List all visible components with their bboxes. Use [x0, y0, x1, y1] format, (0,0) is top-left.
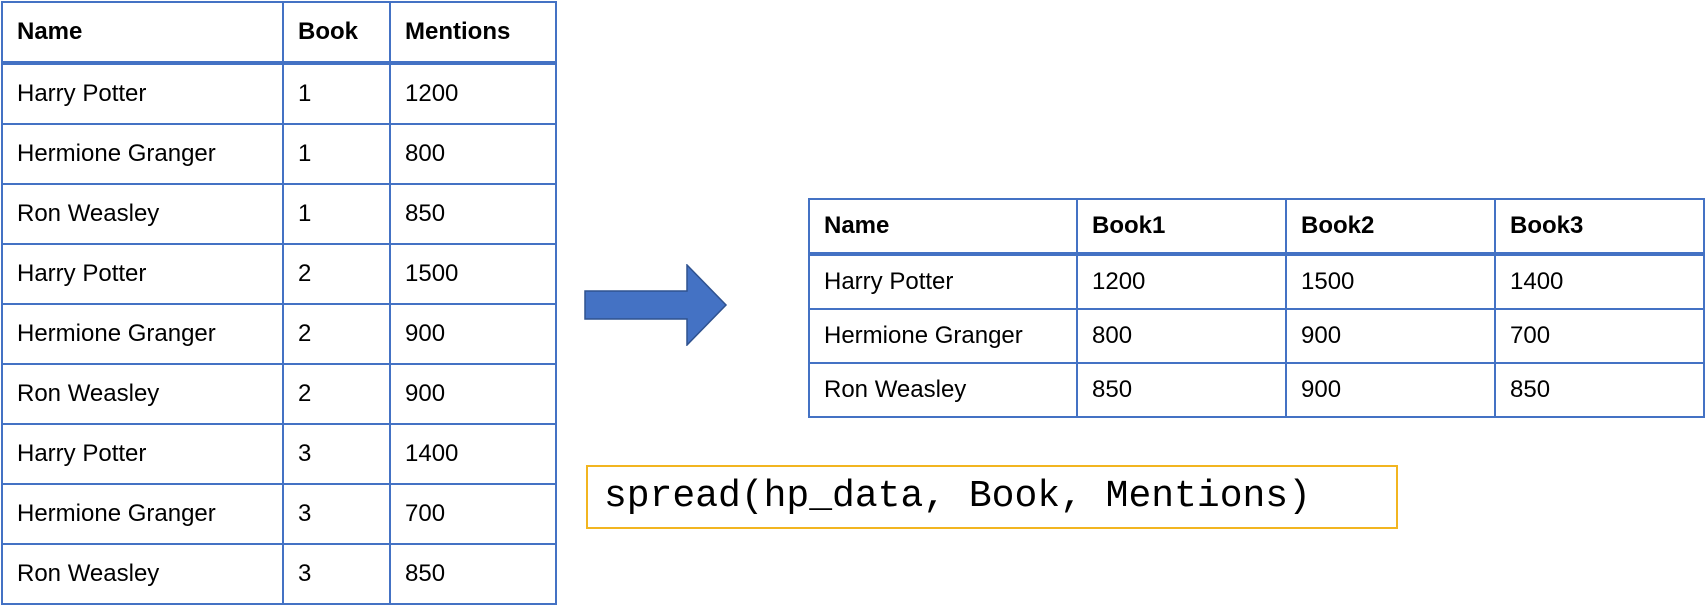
- header-book1: Book1: [1076, 198, 1287, 256]
- long-format-table: Name Book Mentions Harry Potter 1 1200 H…: [1, 1, 557, 605]
- table-row: Harry Potter 1 1200: [1, 62, 557, 125]
- header-name: Name: [1, 1, 284, 65]
- table-row: Ron Weasley 3 850: [1, 543, 557, 605]
- cell-name: Harry Potter: [1, 243, 284, 305]
- cell-name: Ron Weasley: [1, 543, 284, 605]
- header-book2: Book2: [1285, 198, 1496, 256]
- table-row: Hermione Granger 800 900 700: [808, 308, 1705, 364]
- cell-name: Hermione Granger: [1, 303, 284, 365]
- cell-name: Harry Potter: [808, 253, 1078, 310]
- cell-book: 1: [282, 62, 391, 125]
- table-header-row: Name Book Mentions: [1, 1, 557, 65]
- cell-mentions: 1500: [389, 243, 557, 305]
- cell-mentions: 1200: [389, 62, 557, 125]
- table-row: Ron Weasley 1 850: [1, 183, 557, 245]
- table-row: Hermione Granger 3 700: [1, 483, 557, 545]
- code-snippet: spread(hp_data, Book, Mentions): [586, 465, 1398, 529]
- cell-mentions: 700: [389, 483, 557, 545]
- header-book3: Book3: [1494, 198, 1705, 256]
- cell-book: 1: [282, 123, 391, 185]
- cell-book3: 700: [1494, 308, 1705, 364]
- cell-name: Harry Potter: [1, 62, 284, 125]
- cell-mentions: 800: [389, 123, 557, 185]
- cell-book2: 900: [1285, 308, 1496, 364]
- cell-book: 2: [282, 303, 391, 365]
- cell-book: 2: [282, 363, 391, 425]
- cell-book3: 1400: [1494, 253, 1705, 310]
- cell-mentions: 850: [389, 183, 557, 245]
- cell-mentions: 900: [389, 303, 557, 365]
- cell-name: Hermione Granger: [808, 308, 1078, 364]
- cell-book: 2: [282, 243, 391, 305]
- cell-mentions: 1400: [389, 423, 557, 485]
- table-row: Harry Potter 1200 1500 1400: [808, 253, 1705, 310]
- cell-name: Hermione Granger: [1, 123, 284, 185]
- header-mentions: Mentions: [389, 1, 557, 65]
- cell-book1: 850: [1076, 362, 1287, 418]
- table-row: Ron Weasley 850 900 850: [808, 362, 1705, 418]
- cell-name: Ron Weasley: [1, 363, 284, 425]
- table-header-row: Name Book1 Book2 Book3: [808, 198, 1705, 256]
- cell-book: 3: [282, 423, 391, 485]
- right-arrow-icon: [584, 264, 728, 346]
- cell-book2: 1500: [1285, 253, 1496, 310]
- cell-name: Ron Weasley: [808, 362, 1078, 418]
- cell-book: 3: [282, 543, 391, 605]
- table-row: Hermione Granger 1 800: [1, 123, 557, 185]
- cell-book1: 800: [1076, 308, 1287, 364]
- header-book: Book: [282, 1, 391, 65]
- table-row: Harry Potter 3 1400: [1, 423, 557, 485]
- table-row: Ron Weasley 2 900: [1, 363, 557, 425]
- table-row: Hermione Granger 2 900: [1, 303, 557, 365]
- cell-mentions: 850: [389, 543, 557, 605]
- cell-book: 3: [282, 483, 391, 545]
- cell-name: Ron Weasley: [1, 183, 284, 245]
- wide-format-table: Name Book1 Book2 Book3 Harry Potter 1200…: [808, 198, 1705, 418]
- cell-name: Hermione Granger: [1, 483, 284, 545]
- header-name: Name: [808, 198, 1078, 256]
- cell-book: 1: [282, 183, 391, 245]
- table-row: Harry Potter 2 1500: [1, 243, 557, 305]
- cell-book2: 900: [1285, 362, 1496, 418]
- cell-book3: 850: [1494, 362, 1705, 418]
- cell-mentions: 900: [389, 363, 557, 425]
- cell-name: Harry Potter: [1, 423, 284, 485]
- cell-book1: 1200: [1076, 253, 1287, 310]
